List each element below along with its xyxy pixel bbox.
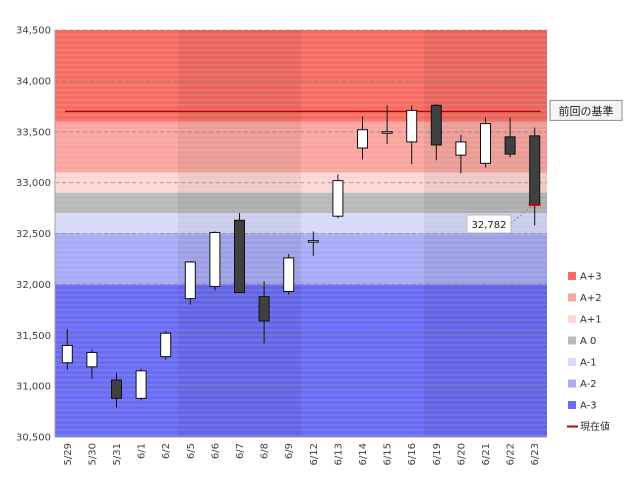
band-aminus2 (55, 233, 547, 285)
candle-body-up (160, 332, 172, 358)
candle-body-down (234, 219, 245, 294)
candle-body-up (61, 344, 73, 364)
y-tick-label: 32,000 (16, 280, 51, 291)
y-tick-label: 34,500 (16, 26, 51, 37)
candle-body-down (111, 379, 122, 399)
candle-body-down (504, 136, 516, 155)
axes-layer: 30,500 31,000 31,500 32,000 32,500 33,000 33,5… (16, 26, 547, 465)
candle-body-up (209, 231, 221, 287)
legend-swatch (568, 315, 576, 323)
legend-label: A 0 (580, 336, 596, 347)
candle-body-down (529, 135, 541, 206)
y-tick-label: 34,000 (16, 76, 51, 87)
band-a0 (55, 192, 547, 214)
y-tick-label: 31,500 (16, 331, 51, 342)
legend-label: A-2 (580, 379, 597, 390)
candle-body-up (406, 109, 418, 143)
x-tick-label: 6/14 (358, 443, 369, 465)
x-tick-label: 6/6 (210, 443, 221, 459)
x-tick-label: 5/31 (112, 443, 123, 465)
legend-label: A-3 (580, 401, 597, 412)
x-tick-label: 6/2 (161, 443, 172, 459)
y-tick-label: 31,000 (16, 382, 51, 393)
x-tick-label: 6/21 (481, 443, 492, 465)
candle-body-up (283, 257, 295, 292)
x-tick-label: 6/16 (407, 443, 418, 465)
legend-swatch (568, 293, 576, 302)
candle-layer (61, 104, 541, 408)
band-aminus1 (55, 213, 547, 234)
current-value-label: 32,782 (472, 220, 507, 231)
current-value-callout: 32,782 (466, 203, 541, 234)
x-tick-label: 5/29 (63, 443, 74, 465)
x-tick-label: 6/8 (260, 443, 271, 459)
reference-line-label-box (549, 99, 623, 121)
candle-body-down (430, 104, 442, 146)
legend-label: 現在値 (580, 420, 610, 433)
candle-body-up (480, 123, 491, 164)
x-tick-label: 6/7 (235, 443, 246, 459)
x-tick-label: 6/15 (383, 443, 394, 465)
legend-swatch (568, 336, 576, 345)
y-tick-label: 30,500 (16, 433, 51, 444)
candle-body-up (307, 240, 319, 243)
callout-box (466, 214, 512, 234)
callout-leader (509, 206, 532, 225)
legend-swatch (568, 401, 576, 409)
candle-body-up (332, 180, 344, 217)
reference-line-layer: 前回の基準 (65, 99, 623, 121)
candle-body-up (455, 141, 467, 156)
reference-line-label: 前回の基準 (559, 104, 614, 118)
x-tick-label: 6/5 (186, 443, 197, 459)
y-tick-label: 32,500 (16, 229, 51, 240)
band-aplus3 (55, 30, 547, 122)
legend: A+3 A+2 A+1 A 0 A-1 A-2 A-3 現在値 (567, 272, 610, 433)
x-tick-label: 6/22 (506, 443, 517, 465)
legend-label: A+1 (580, 315, 602, 326)
legend-swatch (568, 272, 576, 280)
candle-body-up (135, 370, 147, 399)
candle-body-up (381, 131, 393, 134)
legend-label: A+2 (580, 293, 602, 304)
y-tick-label: 33,000 (16, 178, 51, 189)
legend-swatch (568, 358, 576, 366)
x-tick-label: 6/23 (530, 443, 541, 465)
x-tick-label: 6/13 (333, 443, 344, 465)
x-tick-label: 6/12 (309, 443, 320, 465)
x-tick-label: 5/30 (87, 443, 98, 465)
candle-body-up (86, 352, 98, 368)
legend-swatch (568, 379, 576, 388)
x-tick-label: 6/20 (456, 443, 467, 465)
band-aminus3 (55, 284, 547, 437)
candle-body-down (258, 296, 270, 322)
candle-body-up (184, 261, 196, 300)
legend-label: A-1 (580, 358, 597, 369)
y-tick-label: 33,500 (16, 127, 51, 138)
x-tick-label: 6/1 (137, 443, 148, 459)
x-tick-label: 6/9 (284, 443, 295, 459)
x-tick-label: 6/19 (432, 443, 443, 465)
candle-body-up (357, 129, 368, 149)
legend-label: A+3 (580, 272, 602, 283)
